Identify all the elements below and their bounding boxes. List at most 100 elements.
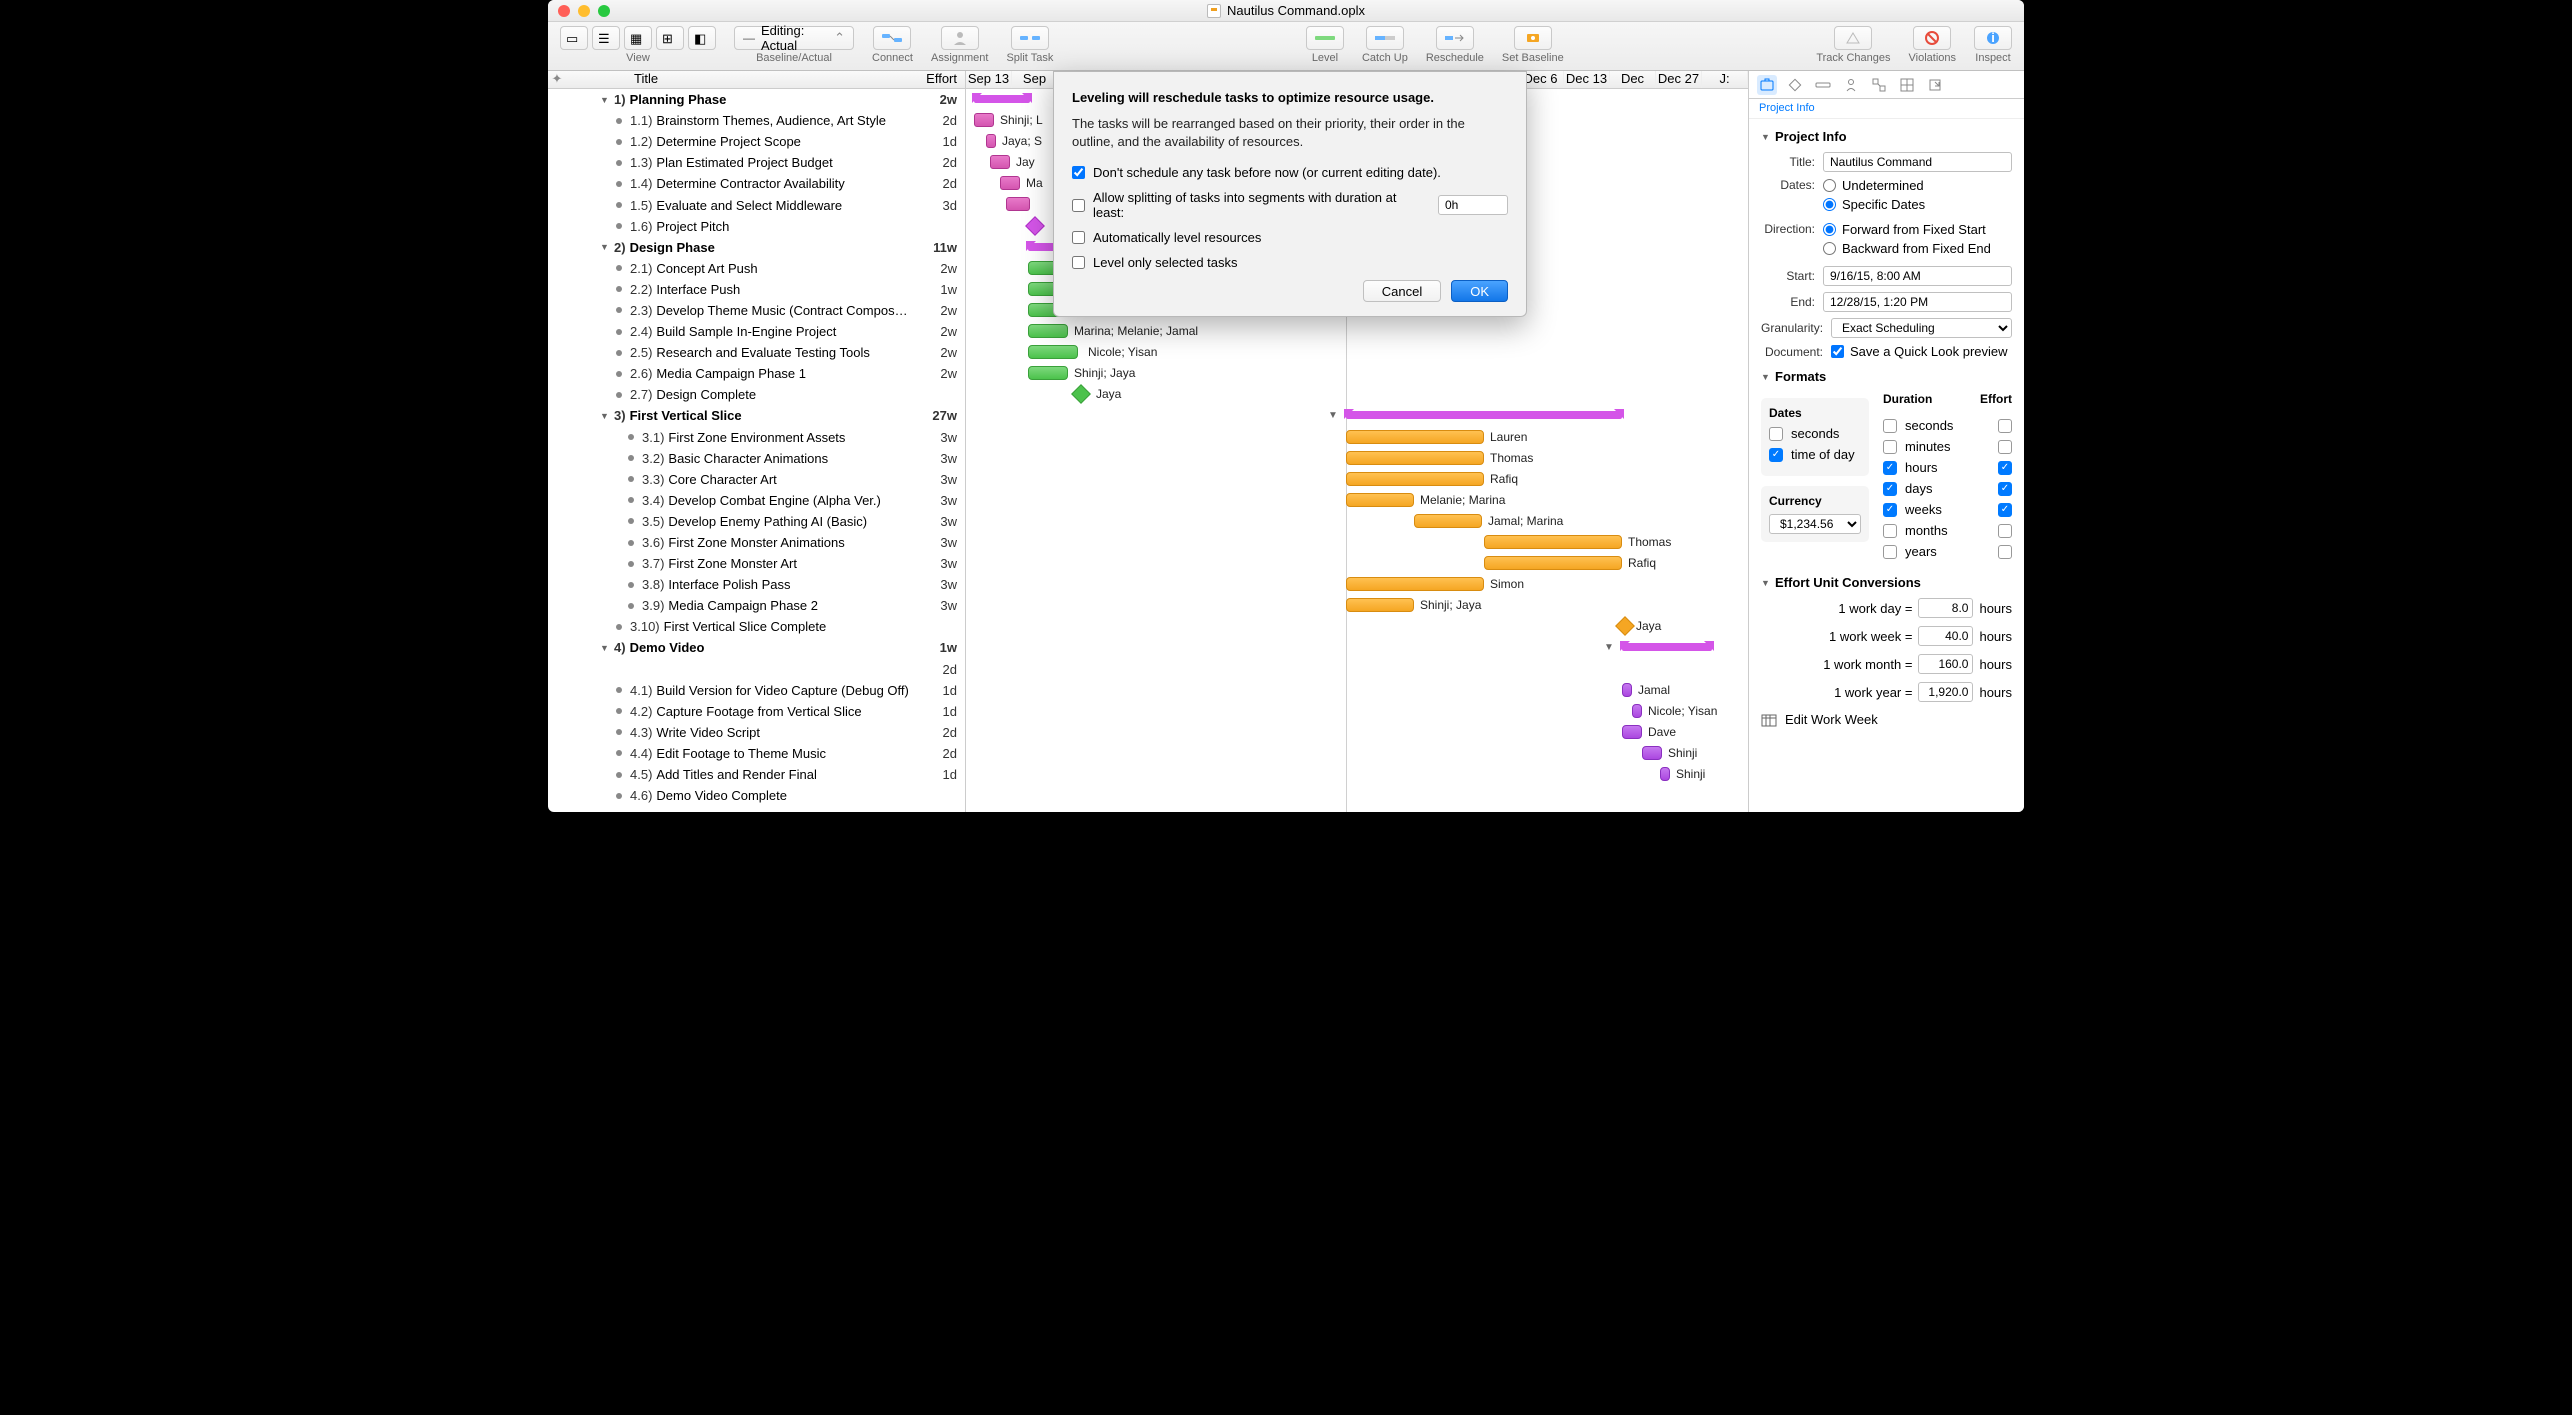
- duration-unit-checkbox[interactable]: ✓: [1883, 503, 1897, 517]
- outline-row[interactable]: 2.3)Develop Theme Music (Contract Compos…: [548, 300, 965, 321]
- milestone-icon[interactable]: [1071, 384, 1091, 404]
- outline-row[interactable]: 3.7)First Zone Monster Art3w: [548, 553, 965, 574]
- allow-splitting-checkbox[interactable]: [1072, 199, 1085, 212]
- outline-row[interactable]: 3.9)Media Campaign Phase 23w: [548, 595, 965, 616]
- gantt-bar[interactable]: [974, 95, 1030, 103]
- violations-button[interactable]: [1913, 26, 1951, 50]
- milestone-icon[interactable]: [1615, 616, 1635, 636]
- outline-row[interactable]: ▼1)Planning Phase2w: [548, 89, 965, 110]
- effort-unit-checkbox[interactable]: ✓: [1998, 503, 2012, 517]
- gantt-bar[interactable]: [1346, 430, 1484, 444]
- view-button-5[interactable]: ◧: [688, 26, 716, 50]
- tab-resource-icon[interactable]: [1841, 75, 1861, 95]
- gantt-bar[interactable]: [1622, 643, 1712, 651]
- effort-unit-checkbox[interactable]: [1998, 419, 2012, 433]
- effort-unit-checkbox[interactable]: [1998, 545, 2012, 559]
- conv-input[interactable]: [1918, 626, 1973, 646]
- reschedule-button[interactable]: [1436, 26, 1474, 50]
- editing-dropdown[interactable]: — Editing: Actual⌃: [734, 26, 854, 50]
- dates-undetermined-radio[interactable]: [1823, 179, 1836, 192]
- split-button[interactable]: [1011, 26, 1049, 50]
- gantt-bar[interactable]: [974, 113, 994, 127]
- outline-row[interactable]: 3.5)Develop Enemy Pathing AI (Basic)3w: [548, 511, 965, 532]
- outline-row[interactable]: 4.1)Build Version for Video Capture (Deb…: [548, 680, 965, 701]
- cancel-button[interactable]: Cancel: [1363, 280, 1441, 302]
- view-button-1[interactable]: ▭: [560, 26, 588, 50]
- duration-unit-checkbox[interactable]: [1883, 524, 1897, 538]
- gantt-bar[interactable]: [1484, 556, 1622, 570]
- outline-row[interactable]: 2.5)Research and Evaluate Testing Tools2…: [548, 342, 965, 363]
- gantt-bar[interactable]: [1006, 197, 1030, 211]
- duration-unit-checkbox[interactable]: ✓: [1883, 482, 1897, 496]
- gantt-bar[interactable]: [1622, 725, 1642, 739]
- assignment-button[interactable]: [941, 26, 979, 50]
- outline-row[interactable]: 4.5)Add Titles and Render Final1d: [548, 764, 965, 785]
- outline-row[interactable]: ▼4)Demo Video1w: [548, 637, 965, 658]
- disclosure-triangle-icon[interactable]: ▼: [600, 411, 610, 421]
- dir-forward-radio[interactable]: [1823, 223, 1836, 236]
- disclosure-triangle-icon[interactable]: ▼: [600, 643, 610, 653]
- auto-level-checkbox[interactable]: [1072, 231, 1085, 244]
- outline-row[interactable]: 2.1)Concept Art Push2w: [548, 258, 965, 279]
- outline-row[interactable]: 3.6)First Zone Monster Animations3w: [548, 532, 965, 553]
- gantt-bar[interactable]: [1642, 746, 1662, 760]
- duration-unit-checkbox[interactable]: ✓: [1883, 461, 1897, 475]
- outline-row[interactable]: 3.4)Develop Combat Engine (Alpha Ver.)3w: [548, 490, 965, 511]
- granularity-select[interactable]: Exact Scheduling: [1831, 318, 2012, 338]
- outline-row[interactable]: 2.4)Build Sample In-Engine Project2w: [548, 321, 965, 342]
- section-project-info[interactable]: ▼Project Info: [1761, 129, 2012, 144]
- effort-unit-checkbox[interactable]: [1998, 440, 2012, 454]
- outline-row[interactable]: 4.6)Demo Video Complete: [548, 785, 965, 806]
- effort-unit-checkbox[interactable]: ✓: [1998, 482, 2012, 496]
- outline-row[interactable]: 4.4)Edit Footage to Theme Music2d: [548, 743, 965, 764]
- gantt-bar[interactable]: [1632, 704, 1642, 718]
- outline-row[interactable]: 1.2)Determine Project Scope1d: [548, 131, 965, 152]
- gantt-bar[interactable]: [1000, 176, 1020, 190]
- outline-row[interactable]: 4.2)Capture Footage from Vertical Slice1…: [548, 701, 965, 722]
- conv-input[interactable]: [1918, 598, 1973, 618]
- disclosure-triangle-icon[interactable]: ▼: [600, 95, 610, 105]
- tab-task-icon[interactable]: [1813, 75, 1833, 95]
- tab-export-icon[interactable]: [1925, 75, 1945, 95]
- catchup-button[interactable]: [1366, 26, 1404, 50]
- outline-row[interactable]: 3.1)First Zone Environment Assets3w: [548, 427, 965, 448]
- close-icon[interactable]: [558, 5, 570, 17]
- gantt-bar[interactable]: [1346, 493, 1414, 507]
- conv-input[interactable]: [1918, 682, 1973, 702]
- outline-row[interactable]: ▼3)First Vertical Slice27w: [548, 405, 965, 426]
- section-conversions[interactable]: ▼Effort Unit Conversions: [1761, 575, 2012, 590]
- project-title-input[interactable]: [1823, 152, 2012, 172]
- gantt-bar[interactable]: [1346, 411, 1622, 419]
- track-button[interactable]: [1834, 26, 1872, 50]
- view-button-4[interactable]: ⊞: [656, 26, 684, 50]
- effort-unit-checkbox[interactable]: [1998, 524, 2012, 538]
- outline-row[interactable]: 2.6)Media Campaign Phase 12w: [548, 363, 965, 384]
- outline-row[interactable]: 1.4)Determine Contractor Availability2d: [548, 173, 965, 194]
- outline-row[interactable]: 2.2)Interface Push1w: [548, 279, 965, 300]
- tab-project-icon[interactable]: [1757, 75, 1777, 95]
- gantt-bar[interactable]: [990, 155, 1010, 169]
- gantt-bar[interactable]: [1028, 345, 1078, 359]
- dir-backward-radio[interactable]: [1823, 242, 1836, 255]
- gantt-bar[interactable]: [1414, 514, 1482, 528]
- ok-button[interactable]: OK: [1451, 280, 1508, 302]
- outline-row[interactable]: 3.2)Basic Character Animations3w: [548, 448, 965, 469]
- split-duration-input[interactable]: [1438, 195, 1508, 215]
- gantt-bar[interactable]: [1346, 472, 1484, 486]
- currency-select[interactable]: $1,234.56: [1769, 514, 1861, 534]
- level-button[interactable]: [1306, 26, 1344, 50]
- quicklook-checkbox[interactable]: [1831, 345, 1844, 358]
- tab-milestone-icon[interactable]: [1785, 75, 1805, 95]
- gantt-bar[interactable]: [1622, 683, 1632, 697]
- outline-row[interactable]: 2.7)Design Complete: [548, 384, 965, 405]
- dates-specific-radio[interactable]: [1823, 198, 1836, 211]
- gantt-bar[interactable]: [1028, 324, 1068, 338]
- outline-row[interactable]: 1.5)Evaluate and Select Middleware3d: [548, 194, 965, 215]
- milestone-icon[interactable]: [1025, 216, 1045, 236]
- outline-row[interactable]: 2d: [548, 659, 965, 680]
- gantt-bar[interactable]: [1346, 451, 1484, 465]
- gantt-bar[interactable]: [1346, 598, 1414, 612]
- date-unit-checkbox[interactable]: ✓: [1769, 448, 1783, 462]
- outline-row[interactable]: 3.10)First Vertical Slice Complete: [548, 616, 965, 637]
- dont-schedule-checkbox[interactable]: [1072, 166, 1085, 179]
